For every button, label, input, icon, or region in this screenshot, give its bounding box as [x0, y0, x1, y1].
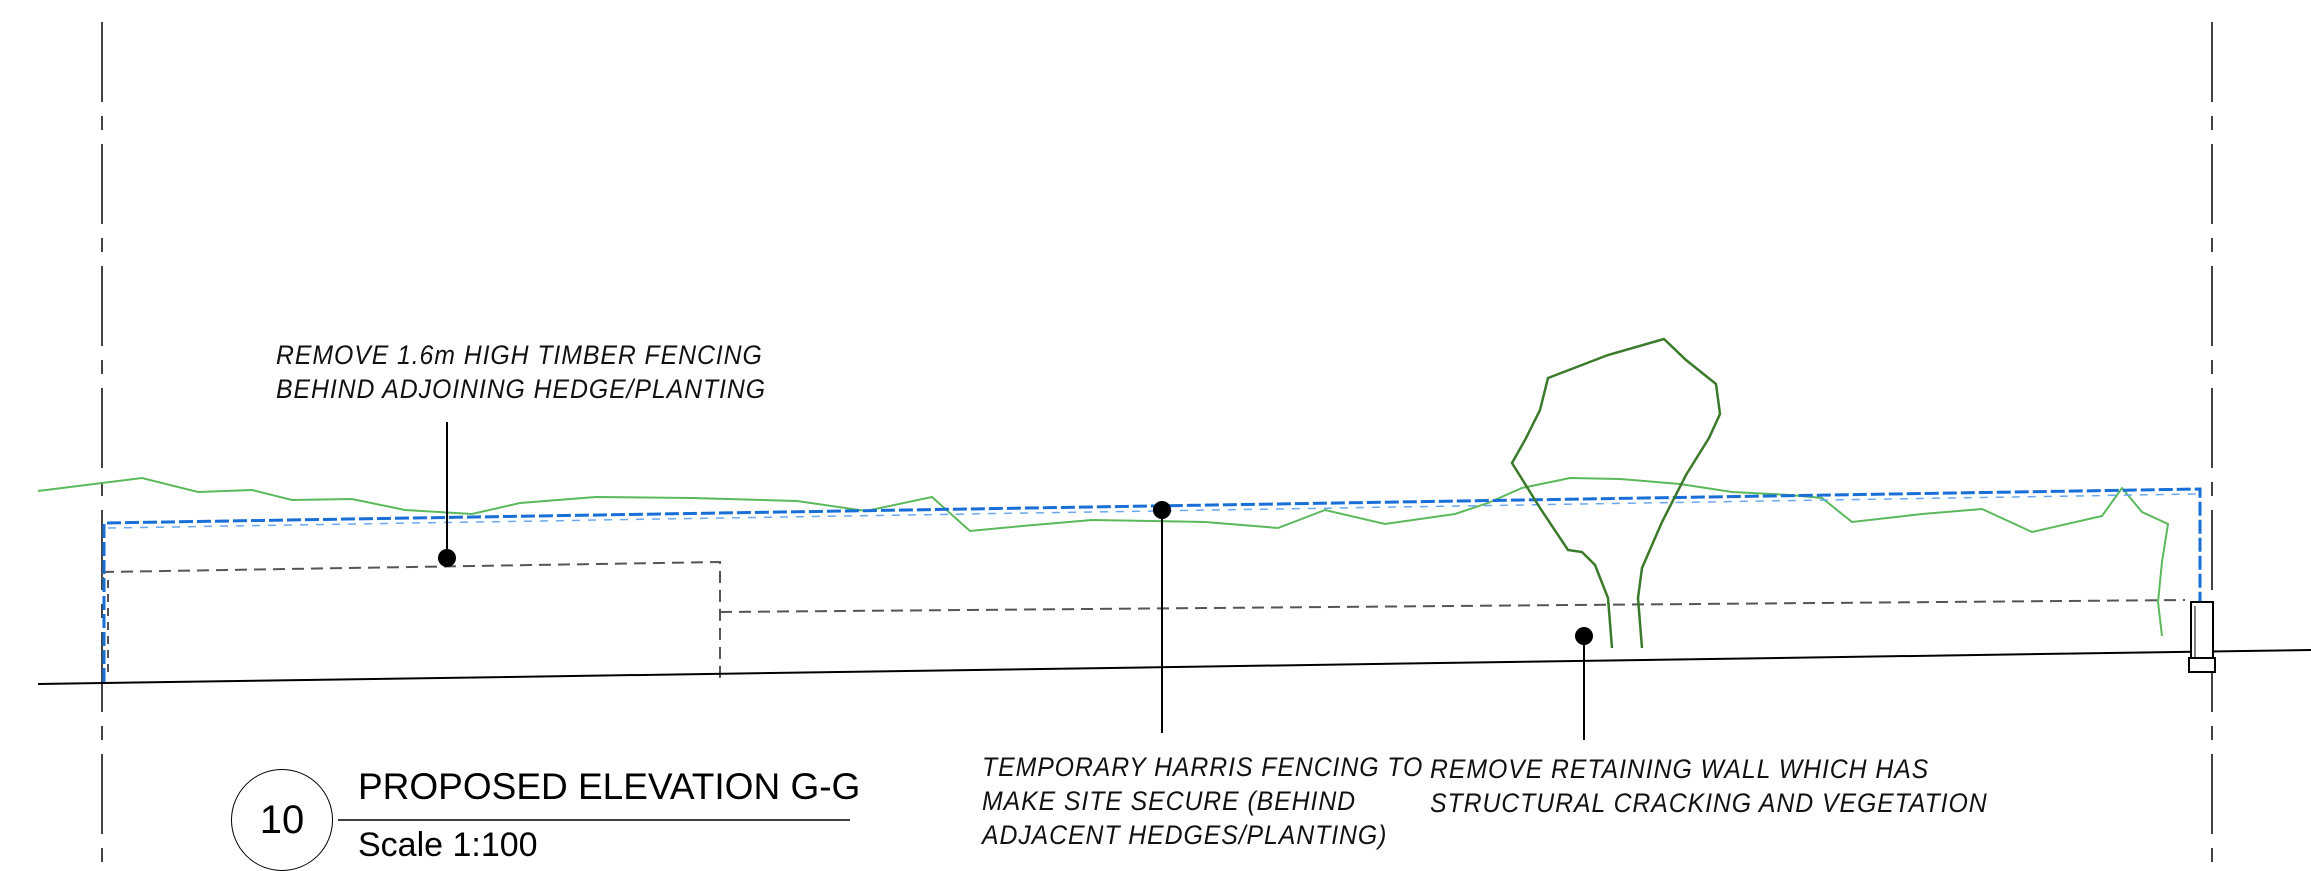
note-harris-fencing: TEMPORARY HARRIS FENCING TO MAKE SITE SE… — [982, 750, 1423, 852]
harris-fence-inner — [107, 493, 2197, 529]
end-pier-base — [2188, 657, 2216, 673]
drawing-number-circle: 10 — [231, 769, 333, 871]
note-harris-fencing-line-1: TEMPORARY HARRIS FENCING TO — [982, 752, 1424, 782]
leader-dot-fence-removal — [438, 549, 456, 567]
drawing-scale: Scale 1:100 — [358, 826, 538, 864]
note-fence-removal-line-2: BEHIND ADJOINING HEDGE/PLANTING — [276, 374, 766, 404]
note-retaining-wall: REMOVE RETAINING WALL WHICH HAS STRUCTUR… — [1430, 752, 1988, 820]
note-retaining-wall-line-1: REMOVE RETAINING WALL WHICH HAS — [1430, 754, 1930, 784]
existing-fence-dashed — [101, 560, 721, 678]
hedge-outline — [37, 476, 2170, 637]
note-harris-fencing-line-2: MAKE SITE SECURE (BEHIND — [982, 786, 1357, 816]
harris-fence-outline — [102, 487, 2202, 682]
existing-post-dashed — [101, 572, 109, 678]
leader-dot-retaining-wall — [1575, 627, 1593, 645]
drawing-title: PROPOSED ELEVATION G-G — [358, 766, 861, 807]
existing-retaining-wall-dashed — [719, 599, 2186, 613]
note-harris-fencing-line-3: ADJACENT HEDGES/PLANTING) — [982, 820, 1388, 850]
note-fence-removal-line-1: REMOVE 1.6m HIGH TIMBER FENCING — [276, 340, 763, 370]
leader-dot-harris-fencing — [1153, 501, 1171, 519]
ground-line — [37, 649, 2311, 685]
tree-canopy — [1510, 337, 1722, 649]
note-retaining-wall-line-2: STRUCTURAL CRACKING AND VEGETATION — [1430, 788, 1988, 818]
note-fence-removal: REMOVE 1.6m HIGH TIMBER FENCING BEHIND A… — [276, 338, 766, 406]
